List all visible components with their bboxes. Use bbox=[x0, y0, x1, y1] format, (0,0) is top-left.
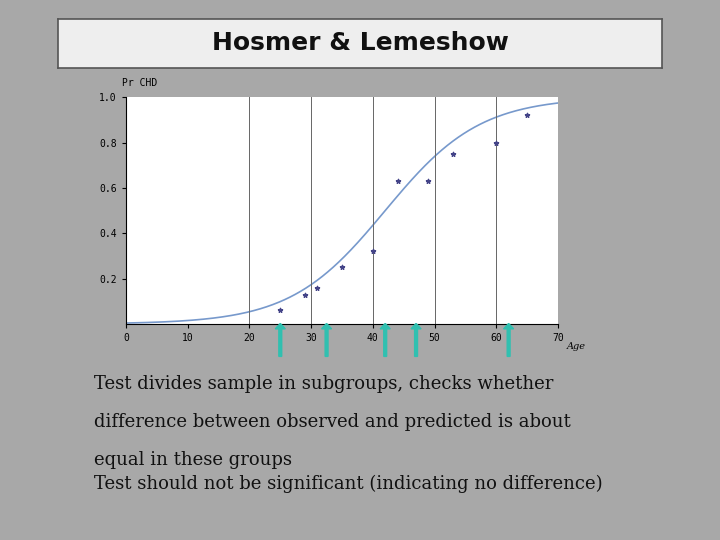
Text: equal in these groups: equal in these groups bbox=[94, 451, 292, 469]
Text: Hosmer & Lemeshow: Hosmer & Lemeshow bbox=[212, 31, 508, 55]
Point bbox=[490, 138, 502, 147]
Text: Pr CHD: Pr CHD bbox=[122, 78, 157, 88]
Point bbox=[274, 306, 286, 315]
Text: Test divides sample in subgroups, checks whether: Test divides sample in subgroups, checks… bbox=[94, 375, 553, 393]
Point bbox=[312, 284, 323, 292]
Text: Age: Age bbox=[567, 342, 585, 351]
Point bbox=[423, 177, 434, 185]
Point bbox=[336, 263, 348, 272]
Point bbox=[367, 247, 379, 256]
Point bbox=[300, 290, 311, 299]
Text: Test should not be significant (indicating no difference): Test should not be significant (indicati… bbox=[94, 475, 602, 494]
Text: difference between observed and predicted is about: difference between observed and predicte… bbox=[94, 413, 570, 431]
Point bbox=[447, 150, 459, 158]
Point bbox=[521, 111, 533, 120]
Point bbox=[392, 177, 403, 185]
